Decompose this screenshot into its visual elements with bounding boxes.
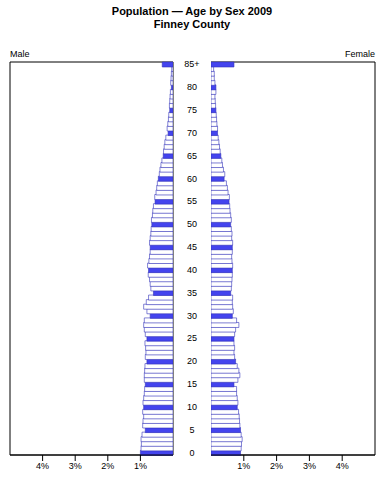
svg-text:20: 20	[187, 356, 197, 366]
html-text:Male: Male	[10, 49, 30, 59]
svg-text:40: 40	[187, 265, 197, 275]
svg-text:0: 0	[189, 448, 194, 458]
html-text:Finney County: Finney County	[153, 18, 231, 30]
svg-text:4%: 4%	[36, 461, 49, 471]
svg-text:45: 45	[187, 242, 197, 252]
svg-text:85+: 85+	[184, 59, 199, 69]
svg-text:70: 70	[187, 128, 197, 138]
svg-text:5: 5	[189, 425, 194, 435]
html-text:Female: Female	[345, 49, 375, 59]
svg-text:15: 15	[187, 379, 197, 389]
svg-text:1%: 1%	[134, 461, 147, 471]
svg-text:3%: 3%	[303, 461, 316, 471]
svg-text:4%: 4%	[336, 461, 349, 471]
svg-text:55: 55	[187, 196, 197, 206]
svg-text:75: 75	[187, 105, 197, 115]
svg-text:35: 35	[187, 288, 197, 298]
svg-text:30: 30	[187, 311, 197, 321]
svg-text:65: 65	[187, 151, 197, 161]
svg-text:50: 50	[187, 219, 197, 229]
svg-text:80: 80	[187, 82, 197, 92]
svg-text:60: 60	[187, 174, 197, 184]
svg-text:25: 25	[187, 333, 197, 343]
svg-text:1%: 1%	[237, 461, 250, 471]
svg-text:2%: 2%	[101, 461, 114, 471]
html-text:Population — Age by Sex 2009: Population — Age by Sex 2009	[111, 5, 273, 17]
svg-text:3%: 3%	[69, 461, 82, 471]
svg-text:2%: 2%	[270, 461, 283, 471]
svg-text:10: 10	[187, 402, 197, 412]
